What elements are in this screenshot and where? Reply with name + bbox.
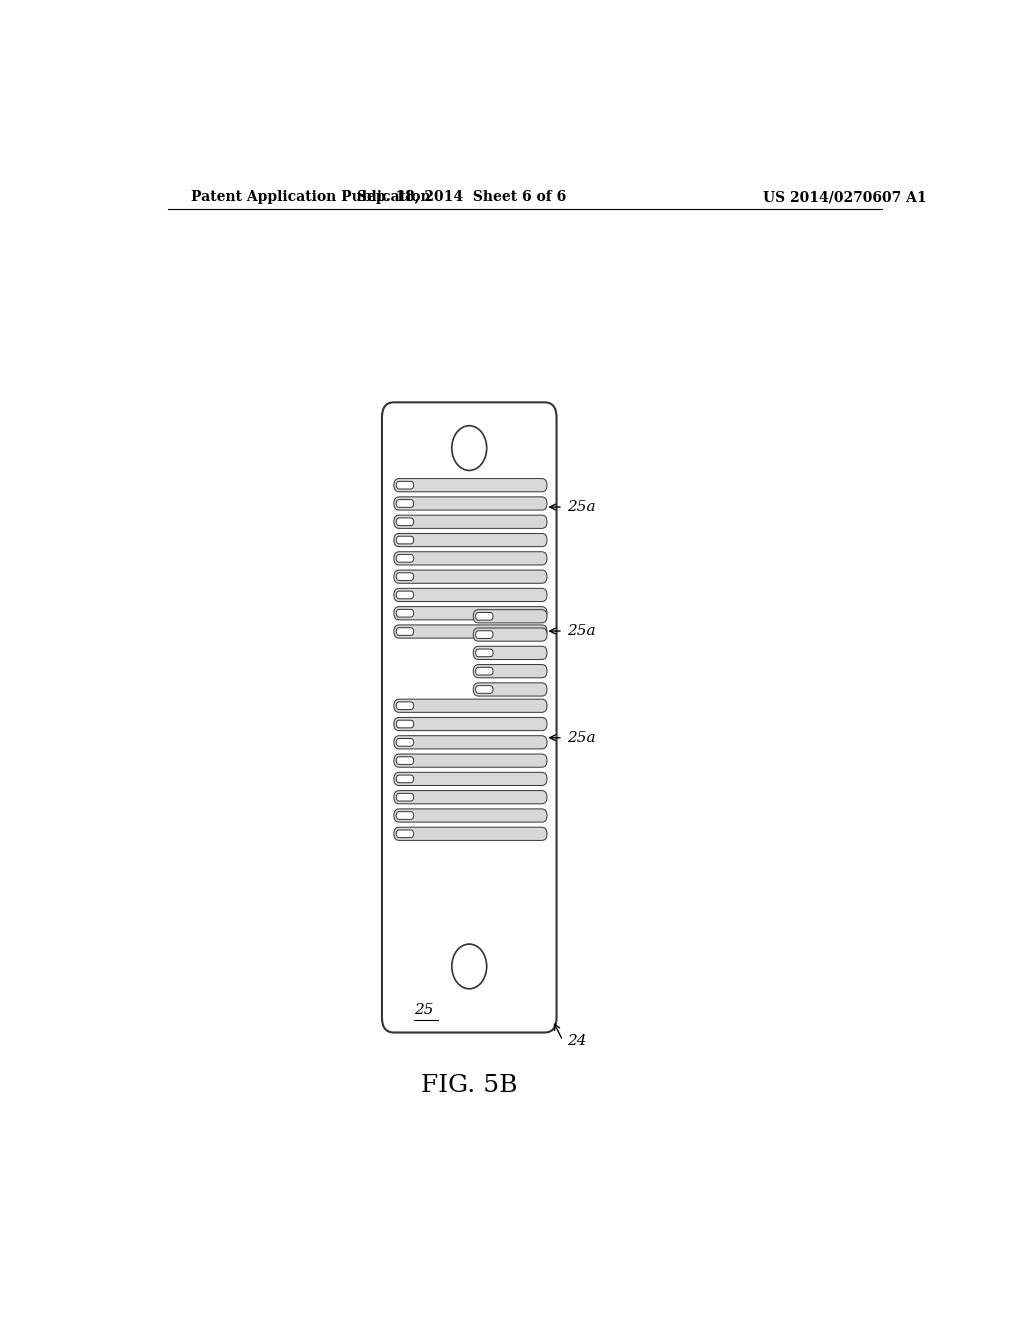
FancyBboxPatch shape (475, 668, 494, 675)
Text: Patent Application Publication: Patent Application Publication (191, 190, 431, 205)
FancyBboxPatch shape (396, 554, 414, 562)
FancyBboxPatch shape (396, 756, 414, 764)
FancyBboxPatch shape (394, 570, 547, 583)
FancyBboxPatch shape (394, 533, 547, 546)
FancyBboxPatch shape (394, 479, 547, 492)
FancyBboxPatch shape (396, 721, 414, 727)
FancyBboxPatch shape (396, 573, 414, 581)
FancyBboxPatch shape (396, 482, 414, 488)
FancyBboxPatch shape (394, 772, 547, 785)
FancyBboxPatch shape (394, 700, 547, 713)
FancyBboxPatch shape (394, 718, 547, 731)
FancyBboxPatch shape (394, 496, 547, 510)
FancyBboxPatch shape (473, 628, 547, 642)
FancyBboxPatch shape (475, 685, 494, 693)
FancyBboxPatch shape (396, 812, 414, 820)
FancyBboxPatch shape (394, 515, 547, 528)
FancyBboxPatch shape (394, 735, 547, 748)
FancyBboxPatch shape (394, 791, 547, 804)
Text: US 2014/0270607 A1: US 2014/0270607 A1 (763, 190, 927, 205)
FancyBboxPatch shape (396, 702, 414, 710)
FancyBboxPatch shape (396, 738, 414, 746)
Text: 25a: 25a (567, 624, 596, 638)
FancyBboxPatch shape (394, 624, 547, 638)
FancyBboxPatch shape (475, 631, 494, 639)
FancyBboxPatch shape (382, 403, 557, 1032)
Text: Sep. 18, 2014  Sheet 6 of 6: Sep. 18, 2014 Sheet 6 of 6 (356, 190, 566, 205)
FancyBboxPatch shape (473, 664, 547, 677)
FancyBboxPatch shape (475, 612, 494, 620)
Circle shape (452, 944, 486, 989)
Text: 24: 24 (567, 1034, 587, 1048)
FancyBboxPatch shape (396, 628, 414, 635)
FancyBboxPatch shape (394, 552, 547, 565)
FancyBboxPatch shape (475, 649, 494, 657)
FancyBboxPatch shape (396, 830, 414, 838)
Circle shape (452, 426, 486, 470)
FancyBboxPatch shape (396, 536, 414, 544)
FancyBboxPatch shape (394, 607, 547, 620)
FancyBboxPatch shape (396, 793, 414, 801)
FancyBboxPatch shape (473, 682, 547, 696)
Text: FIG. 5B: FIG. 5B (421, 1074, 517, 1097)
FancyBboxPatch shape (394, 809, 547, 822)
FancyBboxPatch shape (396, 517, 414, 525)
FancyBboxPatch shape (396, 775, 414, 783)
FancyBboxPatch shape (394, 828, 547, 841)
FancyBboxPatch shape (473, 610, 547, 623)
Text: 25a: 25a (567, 500, 596, 513)
FancyBboxPatch shape (396, 500, 414, 507)
FancyBboxPatch shape (396, 610, 414, 616)
FancyBboxPatch shape (394, 589, 547, 602)
FancyBboxPatch shape (394, 754, 547, 767)
FancyBboxPatch shape (396, 591, 414, 599)
FancyBboxPatch shape (473, 647, 547, 660)
Text: 25a: 25a (567, 731, 596, 744)
Text: 25: 25 (414, 1003, 433, 1018)
